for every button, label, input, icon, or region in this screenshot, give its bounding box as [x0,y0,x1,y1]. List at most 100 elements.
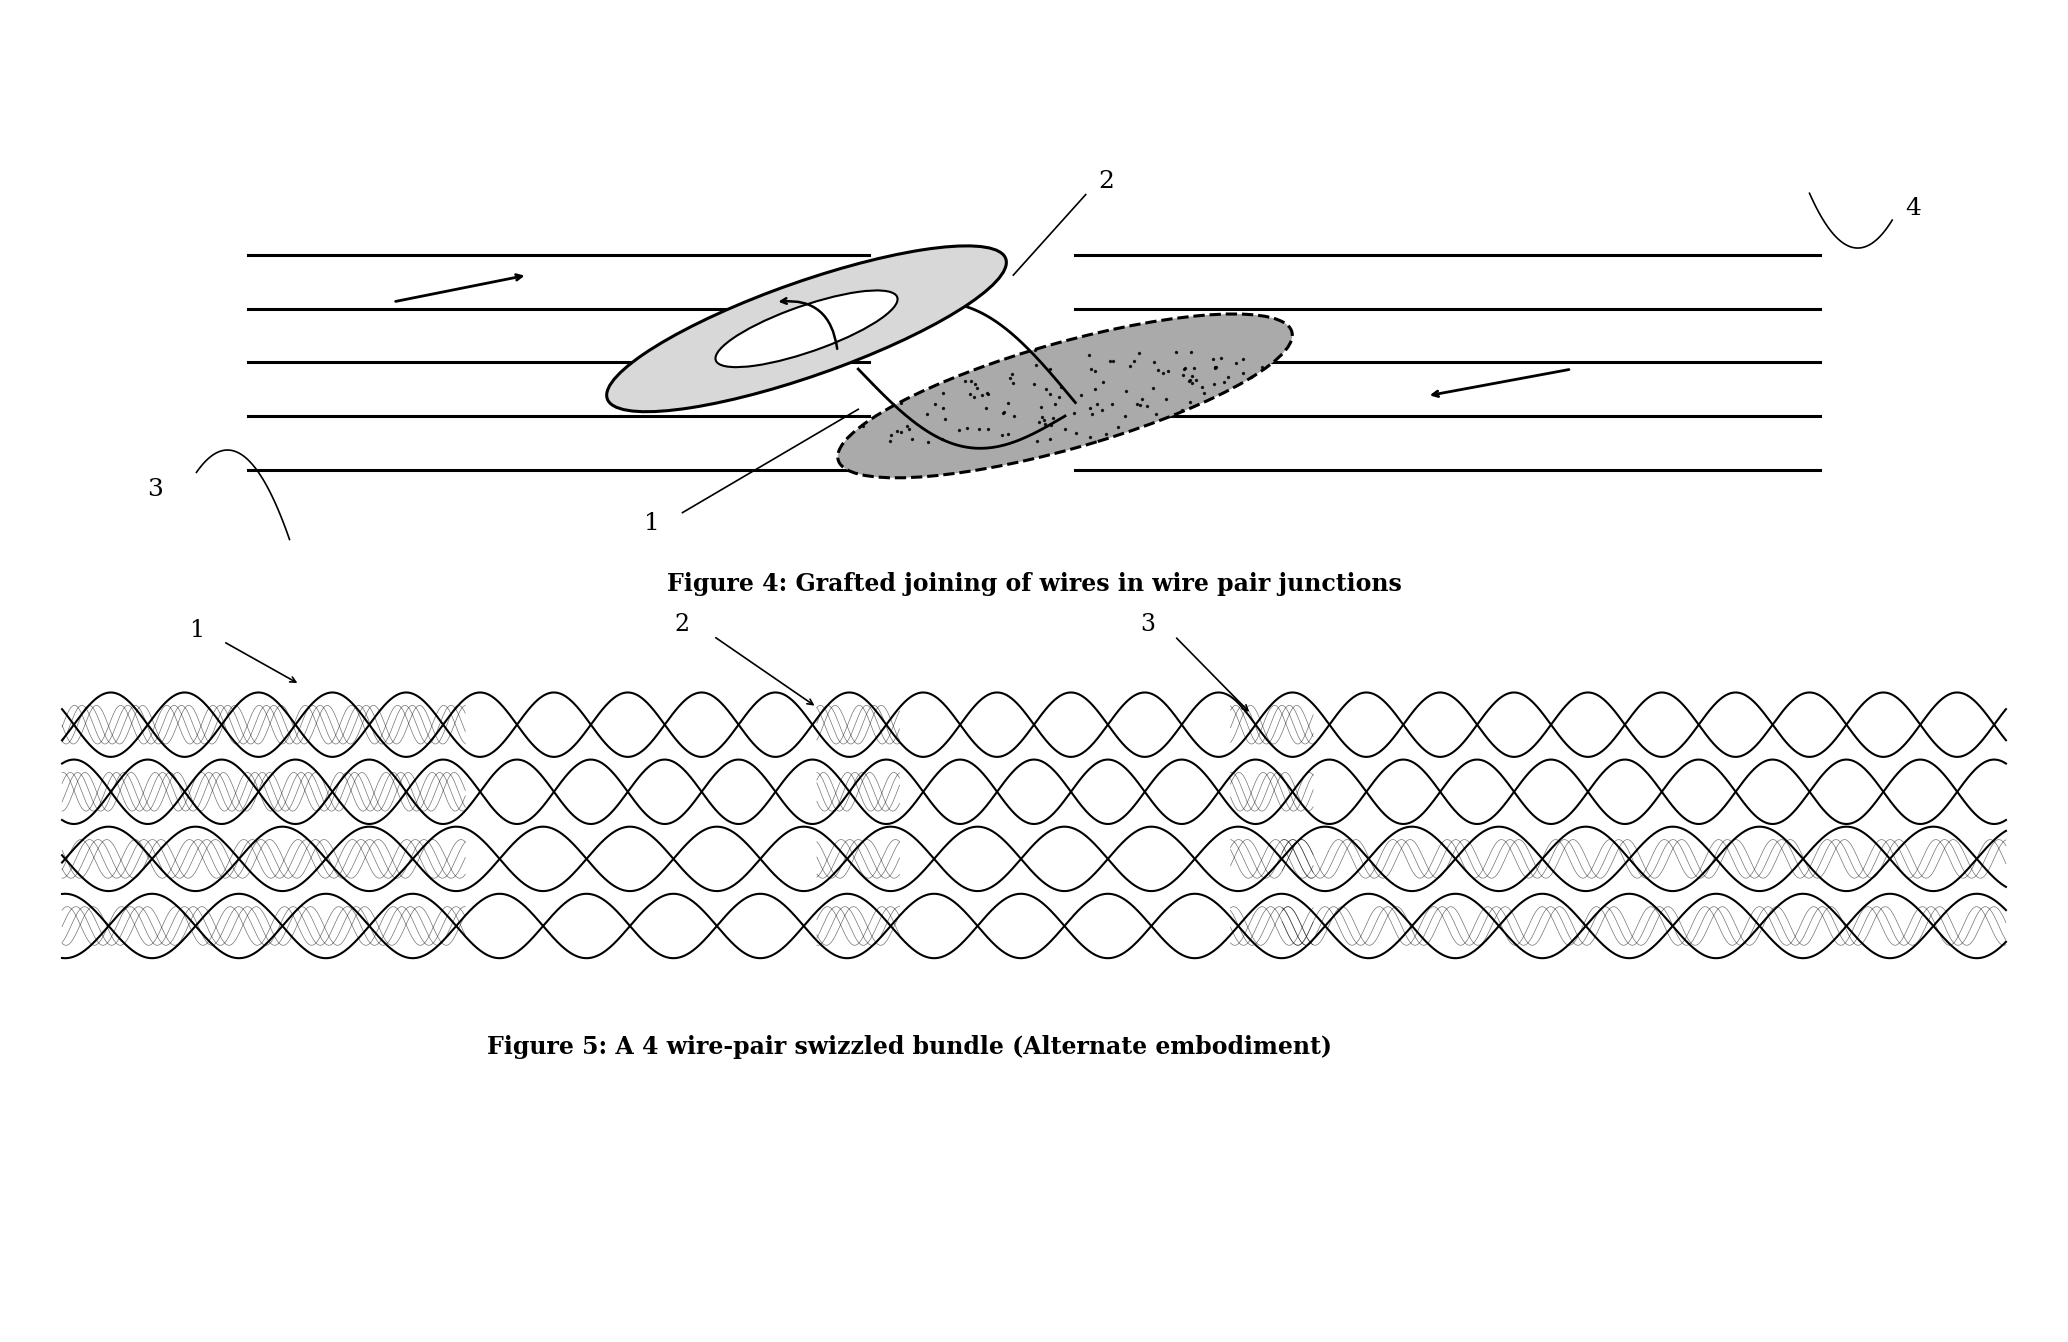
Point [1185,376,1218,397]
Point [1024,396,1057,417]
Point [1024,411,1057,432]
Point [995,364,1028,385]
Point [1123,395,1156,416]
Point [1022,429,1055,451]
Point [997,405,1030,427]
Point [1220,352,1253,373]
Text: 4: 4 [1905,196,1921,220]
Text: 3: 3 [147,478,163,502]
Point [875,424,908,446]
Point [1020,354,1053,376]
Point [1073,397,1106,419]
Point [1175,341,1208,362]
Point [1111,380,1144,401]
Point [991,392,1024,413]
Point [1152,360,1185,381]
Point [1038,393,1071,415]
Point [1115,354,1148,376]
Point [1034,428,1067,450]
Point [1090,423,1123,444]
Point [1044,376,1077,397]
Point [910,403,943,424]
Point [1073,427,1106,448]
Point [873,431,906,452]
Point [957,386,991,408]
Point [1065,384,1098,405]
Point [1187,382,1220,404]
Point [1034,358,1067,380]
Point [1177,357,1210,378]
Point [957,373,991,395]
Point [1208,370,1241,392]
Point [895,428,929,450]
Point [926,428,960,450]
Point [1028,413,1061,435]
Point [1059,423,1092,444]
Point [1026,407,1059,428]
Point [912,431,945,452]
Ellipse shape [716,290,898,368]
Point [955,370,989,392]
Text: 3: 3 [1139,612,1156,636]
Point [1235,366,1268,388]
Point [949,370,982,392]
Point [962,419,995,440]
Point [943,419,976,440]
Point [885,421,918,443]
Point [1173,370,1206,392]
Point [1036,407,1069,428]
Point [1121,393,1154,415]
Point [1226,348,1259,369]
Point [1020,340,1053,361]
Point [893,419,926,440]
Point [960,377,993,399]
Point [1197,348,1230,369]
Point [1175,365,1208,386]
Point [926,382,960,404]
Point [1017,373,1051,395]
Point [1168,357,1202,378]
Point [1142,358,1175,380]
Point [1173,369,1206,391]
Point [997,372,1030,393]
Point [1199,357,1233,378]
Point [1137,352,1170,373]
Point [885,393,918,415]
Point [846,416,879,437]
Point [986,403,1020,424]
Point [1094,350,1127,372]
Point [970,382,1003,404]
Text: 1: 1 [643,511,660,535]
Point [1096,350,1129,372]
Point [991,423,1024,444]
Point [1108,405,1142,427]
Point [1197,373,1230,395]
Point [989,401,1022,423]
Point [953,384,986,405]
Point [929,409,962,431]
Point [986,424,1020,446]
Point [1096,393,1129,415]
Point [951,417,984,439]
Point [1175,372,1208,393]
Point [993,368,1026,389]
Point [1212,366,1245,388]
Point [972,384,1005,405]
Point [1139,403,1173,424]
Point [1042,386,1075,408]
Point [1077,378,1111,400]
Point [1048,419,1082,440]
Ellipse shape [838,314,1292,478]
Point [1160,341,1193,362]
Point [1123,342,1156,364]
Point [1173,391,1206,412]
Point [881,420,914,442]
Text: 2: 2 [1098,169,1115,193]
Point [1034,382,1067,404]
Point [1206,348,1239,369]
Point [1166,399,1199,420]
Point [1057,403,1090,424]
Point [1088,372,1121,393]
Text: 2: 2 [674,612,691,636]
Point [1125,388,1158,409]
